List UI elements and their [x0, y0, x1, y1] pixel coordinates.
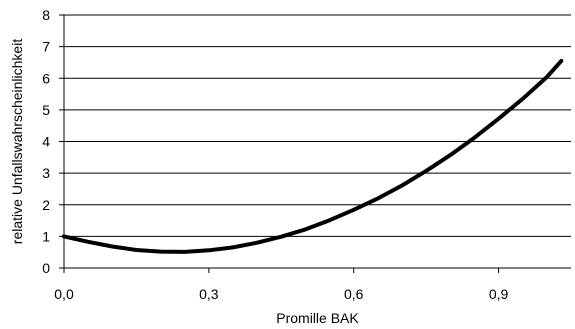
y-tick-label: 3	[42, 165, 50, 181]
x-axis-ticks: 0,0 0,3 0,6 0,9	[54, 268, 509, 302]
y-tick-label: 1	[42, 228, 50, 244]
y-tick-label: 5	[42, 102, 50, 118]
gridlines	[64, 14, 571, 237]
x-tick-label: 0,0	[54, 286, 74, 302]
y-tick-label: 6	[42, 70, 50, 86]
x-tick-label: 0,9	[489, 286, 509, 302]
series-line	[62, 58, 564, 254]
y-tick-label: 4	[42, 134, 50, 150]
y-tick-label: 7	[42, 39, 50, 55]
y-axis-label: relative Unfallswahrscheinlichkeit	[9, 39, 25, 245]
y-tick-label: 0	[42, 260, 50, 276]
y-axis-ticks: 0 1 2 3 4 5 6 7 8	[42, 7, 64, 276]
series-group	[62, 58, 564, 254]
x-tick-label: 0,6	[344, 286, 364, 302]
x-tick-label: 0,3	[199, 286, 219, 302]
y-tick-label: 2	[42, 197, 50, 213]
y-tick-label: 8	[42, 7, 50, 23]
x-axis-label: Promille BAK	[276, 310, 359, 326]
